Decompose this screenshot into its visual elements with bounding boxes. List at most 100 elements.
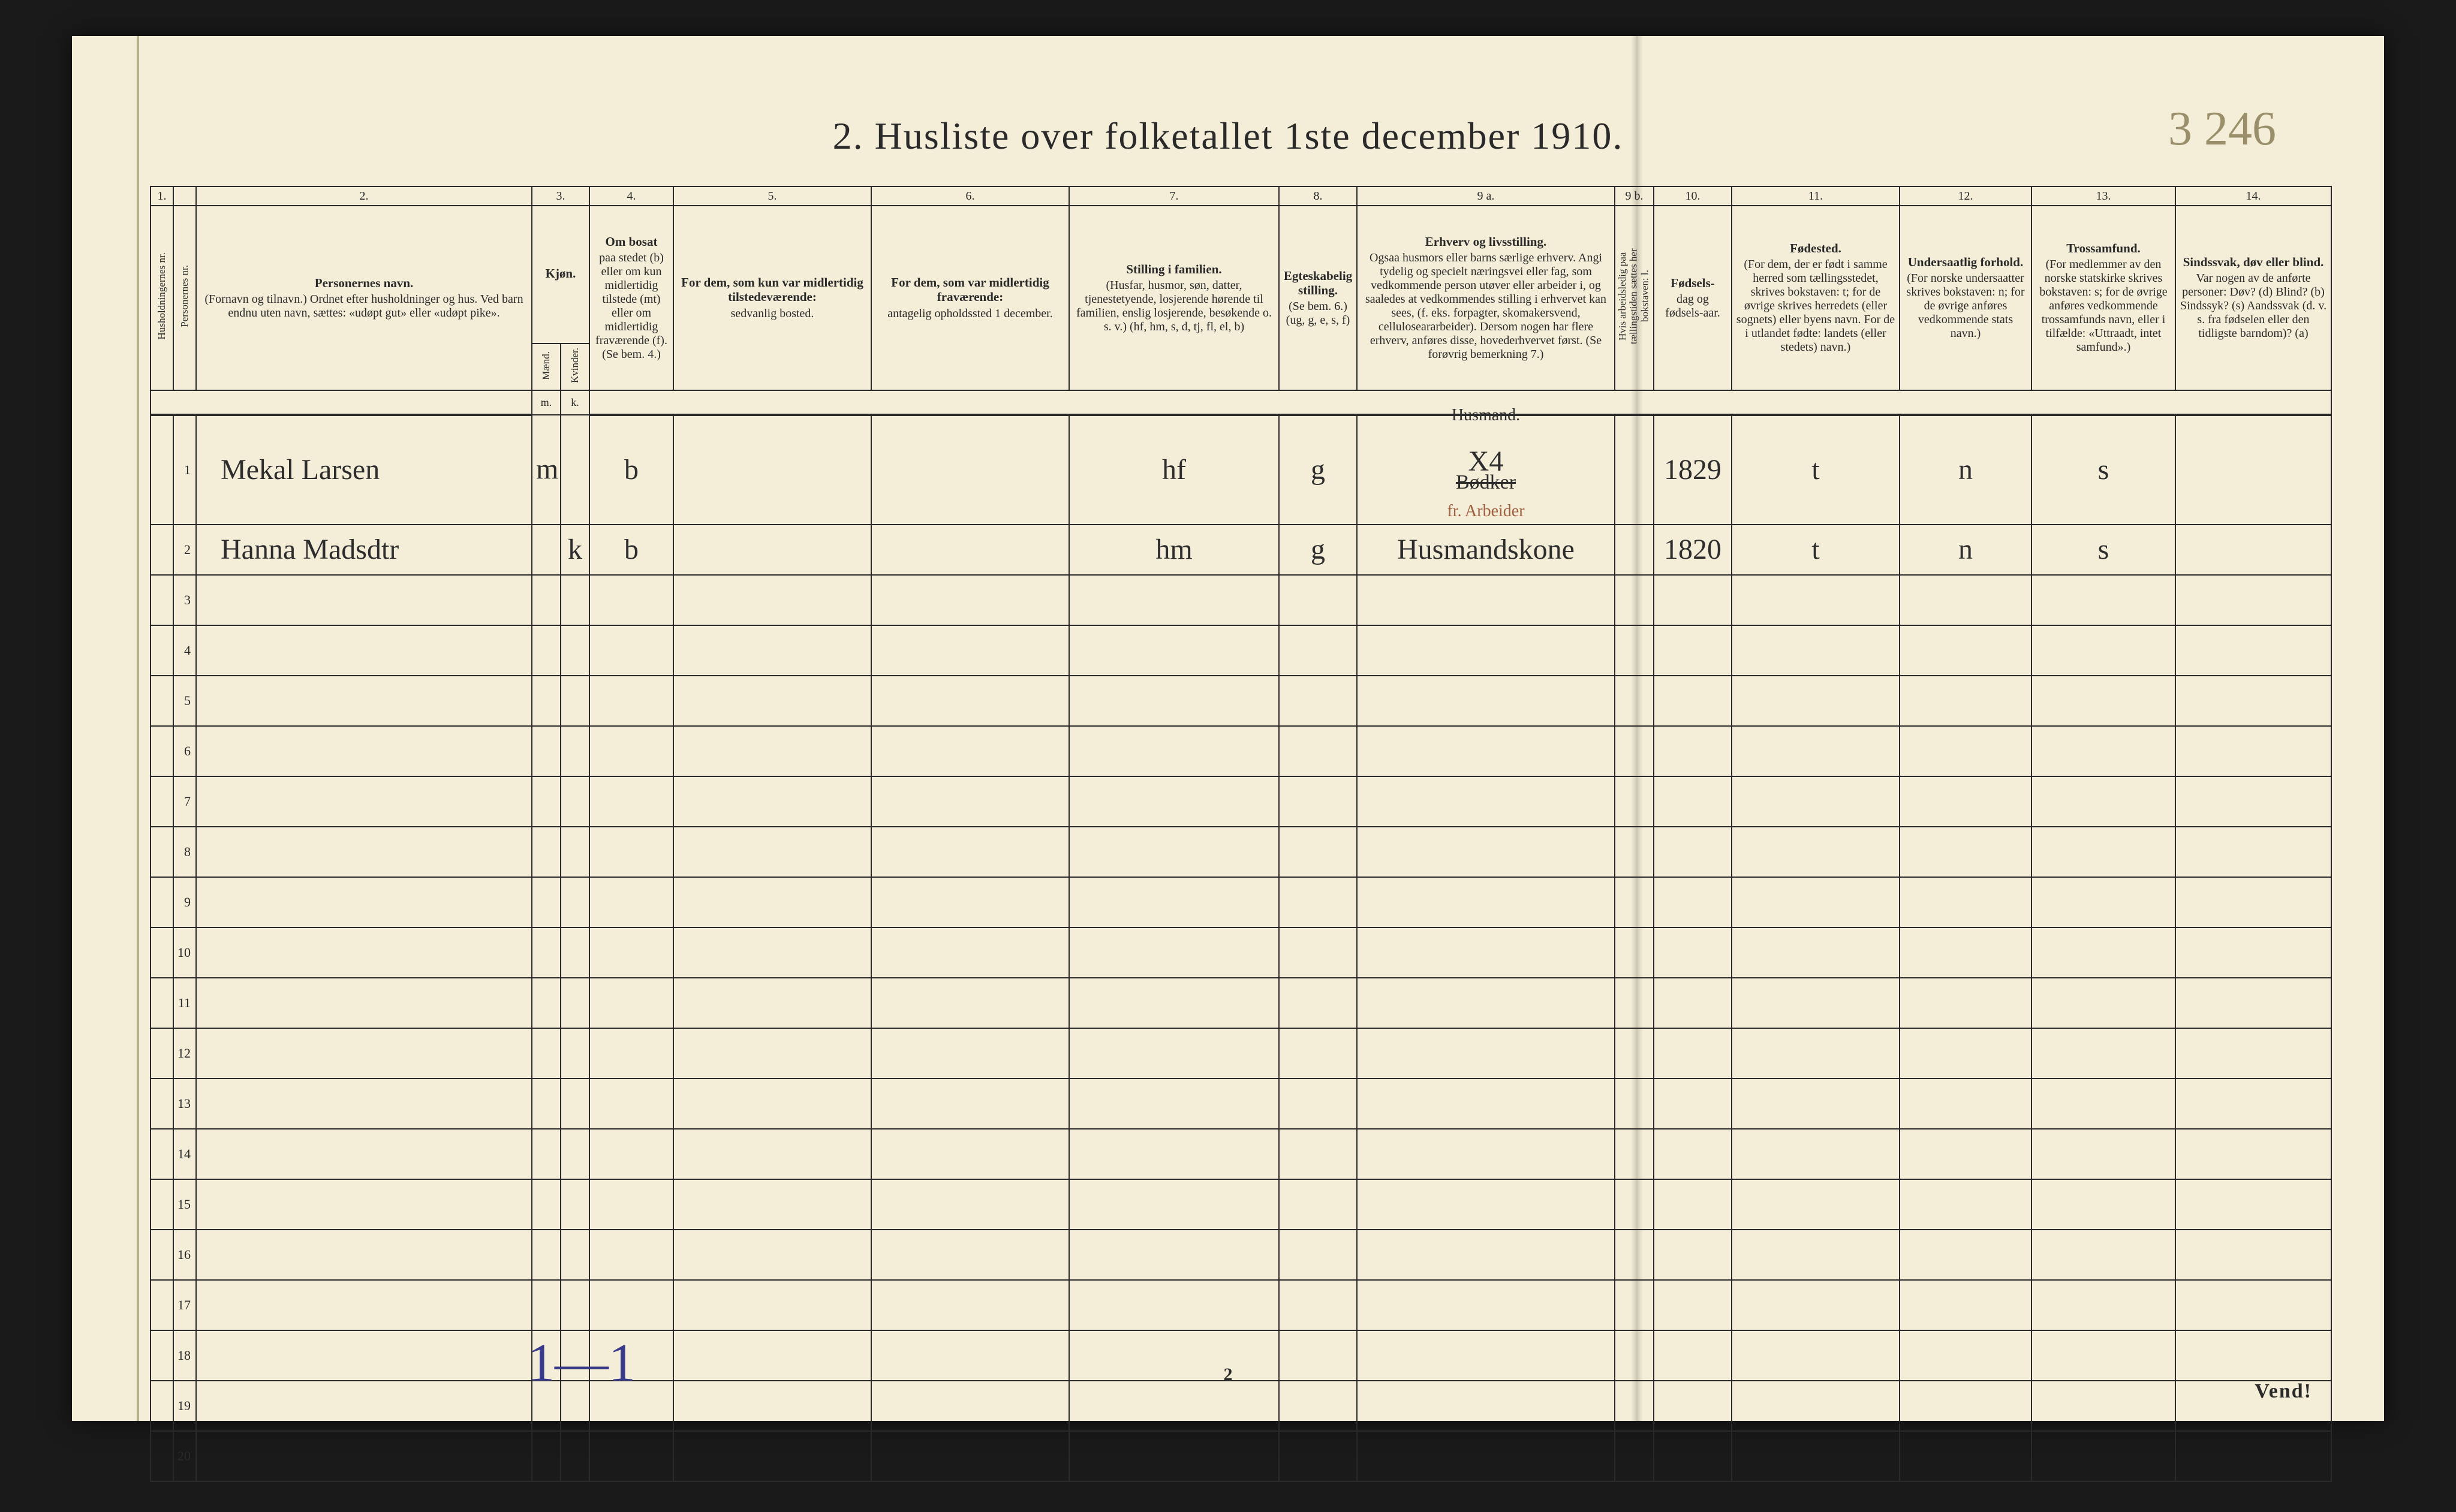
cell-blank (532, 1431, 561, 1481)
cell-blank (1900, 1431, 2031, 1481)
cell-blank (1279, 978, 1357, 1028)
cell-blank (673, 827, 871, 877)
cell-blank (871, 978, 1069, 1028)
col-13: Trossamfund. (For medlemmer av den norsk… (2031, 206, 2175, 390)
cell-blank (2031, 726, 2175, 776)
cell-blank (673, 776, 871, 827)
cell-household-nr (151, 1079, 173, 1129)
cell-12: n (1900, 415, 2031, 525)
cell-blank (1900, 1129, 2031, 1179)
cell-person-nr: 13 (173, 1079, 196, 1129)
cell-blank (1357, 1129, 1615, 1179)
cell-blank (1615, 877, 1654, 927)
cell-blank (532, 1129, 561, 1179)
scan-canvas: 2. Husliste over folketallet 1ste decemb… (0, 0, 2456, 1512)
cell-blank (1654, 1028, 1732, 1079)
cell-6 (871, 415, 1069, 525)
cell-blank (561, 1431, 589, 1481)
cell-blank (1615, 726, 1654, 776)
cell-blank (2175, 927, 2331, 978)
cell-blank (1732, 726, 1900, 776)
cell-blank (532, 575, 561, 625)
cell-blank (2175, 978, 2331, 1028)
table-row: 11 (151, 978, 2331, 1028)
cell-blank (1279, 1431, 1357, 1481)
cell-blank (2031, 927, 2175, 978)
cell-household-nr (151, 1280, 173, 1330)
cell-person-nr: 19 (173, 1381, 196, 1431)
cell-blank (1615, 927, 1654, 978)
cell-blank (196, 1028, 532, 1079)
cell-blank (1654, 1431, 1732, 1481)
cell-blank (1069, 1280, 1279, 1330)
cell-9b (1615, 525, 1654, 575)
cell-blank (196, 927, 532, 978)
cell-household-nr (151, 1129, 173, 1179)
cell-blank (871, 676, 1069, 726)
colnum: 13. (2031, 186, 2175, 206)
cell-10: 1829 (1654, 415, 1732, 525)
cell-blank (1732, 575, 1900, 625)
cell-household-nr (151, 726, 173, 776)
cell-blank (2175, 776, 2331, 827)
cell-blank (589, 1280, 673, 1330)
cell-blank (1615, 575, 1654, 625)
cell-person-nr: 2 (173, 525, 196, 575)
cell-blank (871, 625, 1069, 676)
footer-vend: Vend! (2255, 1380, 2312, 1403)
sub-k: k. (561, 390, 589, 415)
cell-blank (1069, 1079, 1279, 1129)
cell-blank (196, 1230, 532, 1280)
cell-blank (1357, 625, 1615, 676)
cell-blank (2031, 1028, 2175, 1079)
table-row: 10 (151, 927, 2331, 978)
cell-blank (1654, 776, 1732, 827)
cell-blank (561, 827, 589, 877)
cell-blank (1069, 625, 1279, 676)
cell-blank (2031, 625, 2175, 676)
cell-blank (589, 575, 673, 625)
cell-blank (532, 1230, 561, 1280)
cell-person-nr: 11 (173, 978, 196, 1028)
cell-blank (196, 1381, 532, 1431)
cell-blank (1900, 1028, 2031, 1079)
cell-household-nr (151, 415, 173, 525)
cell-blank (1615, 1280, 1654, 1330)
col-body: dag og fødsels-aar. (1665, 293, 1720, 320)
cell-person-nr: 16 (173, 1230, 196, 1280)
cell-blank (1279, 1179, 1357, 1230)
page-title: 2. Husliste over folketallet 1ste decemb… (72, 114, 2384, 158)
cell-blank (589, 1431, 673, 1481)
colnum: 1. (151, 186, 173, 206)
cell-person-nr: 8 (173, 827, 196, 877)
cell-blank (2031, 676, 2175, 726)
cell-blank (589, 625, 673, 676)
cell-blank (1900, 1079, 2031, 1129)
cell-blank (871, 827, 1069, 877)
cell-blank (1900, 978, 2031, 1028)
col-body: sedvanlig bosted. (731, 307, 814, 320)
col-body: paa stedet (b) eller om kun midlertidig … (595, 251, 667, 361)
cell-blank (1357, 1230, 1615, 1280)
cell-blank (1732, 827, 1900, 877)
cell-blank (1357, 1381, 1615, 1431)
cell-blank (2031, 978, 2175, 1028)
cell-blank (1654, 978, 1732, 1028)
col-label: Mænd. (540, 348, 553, 384)
cell-blank (2031, 1381, 2175, 1431)
cell-blank (1732, 1179, 1900, 1230)
cell-blank (1069, 1381, 1279, 1431)
cell-blank (1615, 1079, 1654, 1129)
cell-person-nr: 14 (173, 1129, 196, 1179)
col-body: (Se bem. 6.) (ug, g, e, s, f) (1286, 300, 1350, 327)
cell-blank (2175, 625, 2331, 676)
cell-blank (1732, 877, 1900, 927)
cell-blank (1069, 1230, 1279, 1280)
cell-blank (1615, 978, 1654, 1028)
col-body: (Husfar, husmor, søn, datter, tjenestety… (1076, 279, 1272, 333)
cell-person-nr: 15 (173, 1179, 196, 1230)
cell-household-nr (151, 625, 173, 676)
col-10: Fødsels- dag og fødsels-aar. (1654, 206, 1732, 390)
cell-sex-k (561, 415, 589, 525)
cell-household-nr (151, 525, 173, 575)
